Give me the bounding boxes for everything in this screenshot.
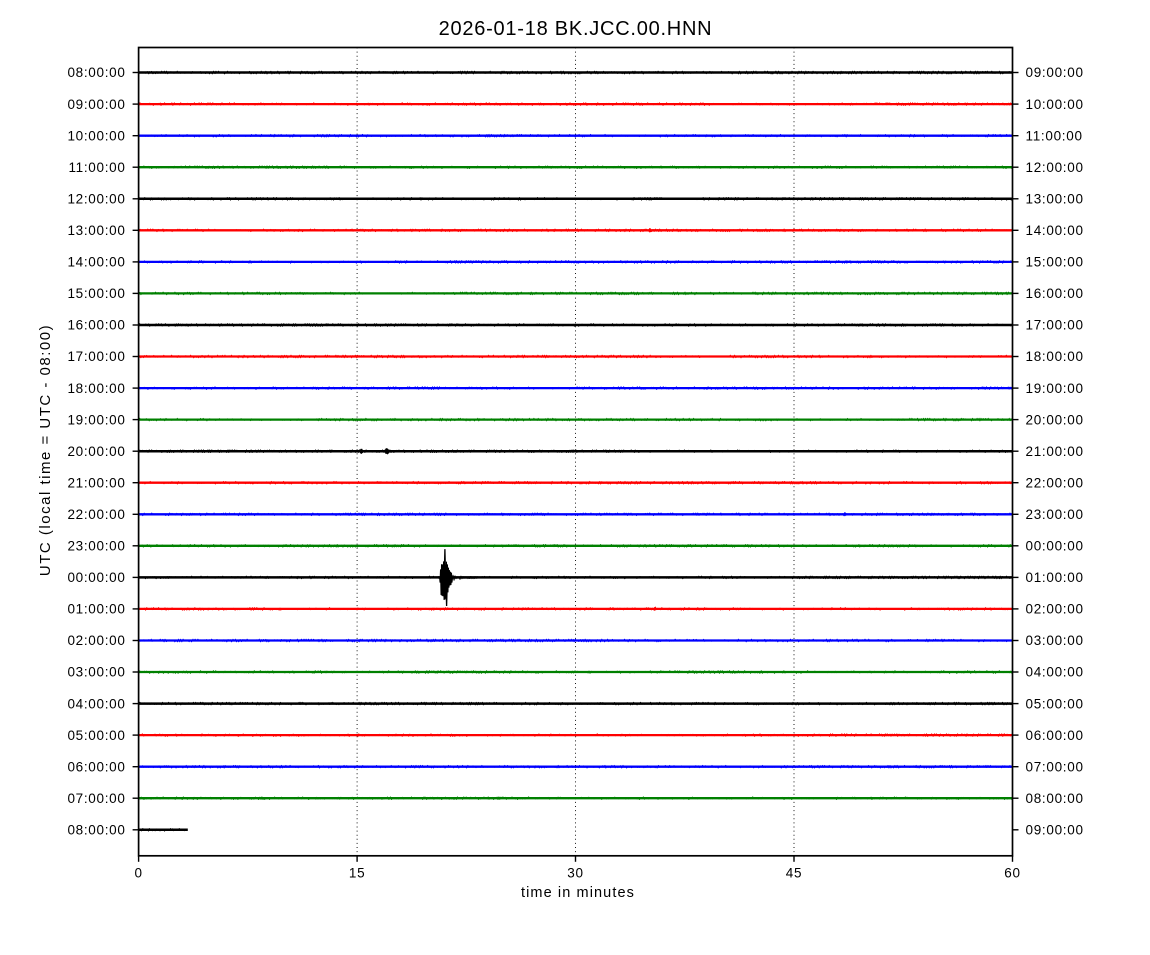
svg-text:03:00:00: 03:00:00 (1026, 633, 1084, 648)
svg-text:16:00:00: 16:00:00 (67, 318, 125, 333)
svg-text:11:00:00: 11:00:00 (1026, 128, 1083, 143)
svg-text:09:00:00: 09:00:00 (1026, 65, 1084, 80)
svg-text:21:00:00: 21:00:00 (67, 475, 125, 490)
svg-text:15:00:00: 15:00:00 (1026, 255, 1084, 270)
svg-text:21:00:00: 21:00:00 (1026, 444, 1084, 459)
svg-text:15: 15 (349, 865, 365, 880)
svg-text:16:00:00: 16:00:00 (1026, 286, 1084, 301)
svg-text:14:00:00: 14:00:00 (67, 255, 125, 270)
svg-text:08:00:00: 08:00:00 (67, 65, 125, 80)
svg-text:09:00:00: 09:00:00 (67, 97, 125, 112)
svg-text:17:00:00: 17:00:00 (1026, 318, 1084, 333)
svg-text:30: 30 (567, 865, 583, 880)
svg-text:0: 0 (134, 865, 142, 880)
svg-text:22:00:00: 22:00:00 (67, 507, 125, 522)
svg-text:05:00:00: 05:00:00 (1026, 696, 1084, 711)
svg-text:11:00:00: 11:00:00 (68, 160, 125, 175)
svg-text:17:00:00: 17:00:00 (67, 349, 125, 364)
svg-text:14:00:00: 14:00:00 (1026, 223, 1084, 238)
svg-text:20:00:00: 20:00:00 (67, 444, 125, 459)
svg-text:05:00:00: 05:00:00 (67, 728, 125, 743)
svg-text:01:00:00: 01:00:00 (67, 602, 125, 617)
svg-text:18:00:00: 18:00:00 (67, 381, 125, 396)
svg-text:20:00:00: 20:00:00 (1026, 412, 1084, 427)
svg-text:19:00:00: 19:00:00 (67, 412, 125, 427)
svg-text:12:00:00: 12:00:00 (1026, 160, 1084, 175)
svg-text:10:00:00: 10:00:00 (67, 128, 125, 143)
svg-text:02:00:00: 02:00:00 (1026, 602, 1084, 617)
svg-text:08:00:00: 08:00:00 (1026, 791, 1084, 806)
svg-text:04:00:00: 04:00:00 (1026, 665, 1084, 680)
svg-text:06:00:00: 06:00:00 (1026, 728, 1084, 743)
svg-text:13:00:00: 13:00:00 (1026, 192, 1084, 207)
svg-text:19:00:00: 19:00:00 (1026, 381, 1084, 396)
svg-text:15:00:00: 15:00:00 (67, 286, 125, 301)
svg-text:22:00:00: 22:00:00 (1026, 475, 1084, 490)
svg-text:07:00:00: 07:00:00 (67, 791, 125, 806)
svg-text:13:00:00: 13:00:00 (67, 223, 125, 238)
svg-text:time in minutes: time in minutes (521, 885, 635, 901)
svg-text:10:00:00: 10:00:00 (1026, 97, 1084, 112)
svg-text:01:00:00: 01:00:00 (1026, 570, 1084, 585)
svg-text:00:00:00: 00:00:00 (67, 570, 125, 585)
svg-text:07:00:00: 07:00:00 (1026, 759, 1084, 774)
svg-text:00:00:00: 00:00:00 (1026, 539, 1084, 554)
svg-text:45: 45 (786, 865, 802, 880)
svg-text:06:00:00: 06:00:00 (67, 759, 125, 774)
svg-text:03:00:00: 03:00:00 (67, 665, 125, 680)
svg-text:23:00:00: 23:00:00 (1026, 507, 1084, 522)
svg-text:60: 60 (1004, 865, 1020, 880)
svg-text:UTC (local time = UTC - 08:00): UTC (local time = UTC - 08:00) (37, 324, 54, 576)
svg-text:09:00:00: 09:00:00 (1026, 823, 1084, 838)
svg-text:18:00:00: 18:00:00 (1026, 349, 1084, 364)
svg-text:02:00:00: 02:00:00 (67, 633, 125, 648)
svg-text:12:00:00: 12:00:00 (67, 192, 125, 207)
svg-text:08:00:00: 08:00:00 (67, 823, 125, 838)
svg-text:23:00:00: 23:00:00 (67, 539, 125, 554)
svg-text:04:00:00: 04:00:00 (67, 696, 125, 711)
svg-text:2026-01-18 BK.JCC.00.HNN: 2026-01-18 BK.JCC.00.HNN (439, 18, 713, 40)
